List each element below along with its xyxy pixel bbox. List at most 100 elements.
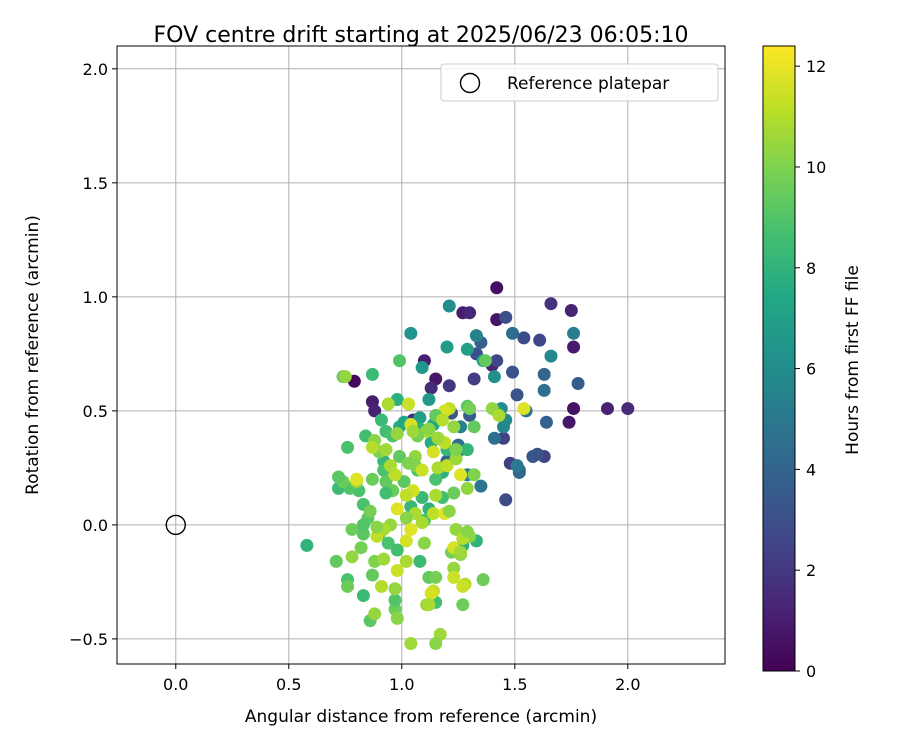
scatter-point [449, 443, 463, 457]
y-tick-label: 0.5 [83, 402, 108, 421]
scatter-point [424, 586, 438, 600]
colorbar-tick-label: 0 [806, 662, 816, 681]
scatter-point [510, 388, 524, 402]
colorbar-ticks: 0 2 4 6 8 10 12 [795, 57, 826, 681]
scatter-point [390, 543, 404, 557]
scatter-point [345, 522, 359, 536]
scatter-point [390, 427, 404, 441]
colorbar-tick-label: 2 [806, 561, 816, 580]
y-tick-label: 1.5 [83, 174, 108, 193]
scatter-point [388, 582, 402, 596]
scatter-point [397, 475, 411, 489]
scatter-point [429, 570, 443, 584]
scatter-point [429, 636, 443, 650]
scatter-point [463, 306, 477, 320]
scatter-point [467, 372, 481, 386]
scatter-point [474, 479, 488, 493]
scatter-point [435, 413, 449, 427]
scatter-point [506, 326, 520, 340]
scatter-point [517, 402, 531, 416]
scatter-point [379, 486, 393, 500]
scatter-point [506, 365, 520, 379]
scatter-point [365, 472, 379, 486]
scatter-point [460, 481, 474, 495]
y-axis-ticks: −0.5 0.0 0.5 1.0 1.5 2.0 [69, 60, 117, 649]
scatter-point [345, 550, 359, 564]
scatter-point [365, 568, 379, 582]
scatter-point [399, 511, 413, 525]
scatter-point [533, 333, 547, 347]
scatter-point [404, 326, 418, 340]
scatter-point [429, 472, 443, 486]
scatter-point [379, 475, 393, 489]
colorbar [762, 45, 796, 672]
y-tick-label: 2.0 [83, 60, 108, 79]
scatter-point [460, 525, 474, 539]
scatter-point [415, 361, 429, 375]
scatter-point [456, 598, 470, 612]
scatter-point [354, 541, 368, 555]
scatter-point [363, 504, 377, 518]
scatter-point [567, 402, 581, 416]
scatter-point [332, 470, 346, 484]
scatter-point [381, 397, 395, 411]
scatter-point [454, 468, 468, 482]
scatter-point [402, 397, 416, 411]
scatter-point [440, 340, 454, 354]
scatter-point [442, 504, 456, 518]
scatter-point [447, 561, 461, 575]
scatter-point [562, 415, 576, 429]
scatter-point [341, 440, 355, 454]
scatter-point [490, 281, 504, 295]
scatter-point [399, 554, 413, 568]
scatter-point [399, 488, 413, 502]
scatter-point [567, 326, 581, 340]
scatter-point [338, 370, 352, 384]
scatter-point [377, 552, 391, 566]
scatter-point [467, 420, 481, 434]
scatter-point [300, 538, 314, 552]
scatter-point [422, 598, 436, 612]
scatter-point [447, 486, 461, 500]
scatter-point [487, 431, 501, 445]
legend-label: Reference platepar [507, 74, 669, 94]
scatter-point [476, 573, 490, 587]
scatter-point [329, 554, 343, 568]
scatter-point [402, 456, 416, 470]
scatter-point [460, 342, 474, 356]
scatter-point [490, 354, 504, 368]
colorbar-tick-label: 8 [806, 259, 816, 278]
y-tick-label: −0.5 [69, 630, 108, 649]
scatter-point [442, 299, 456, 313]
legend-marker-circle [459, 72, 481, 94]
x-tick-label: 0.5 [276, 675, 301, 694]
scatter-point [356, 589, 370, 603]
scatter-point [413, 554, 427, 568]
scatter-point [374, 579, 388, 593]
scatter-point [381, 536, 395, 550]
scatter-point [537, 383, 551, 397]
x-tick-label: 1.0 [389, 675, 414, 694]
scatter-point [447, 570, 461, 584]
scatter-point [368, 607, 382, 621]
grid-lines [117, 46, 725, 664]
scatter-point [456, 579, 470, 593]
scatter-point [530, 447, 544, 461]
scatter-point [374, 413, 388, 427]
scatter-point [356, 518, 370, 532]
scatter-point [431, 431, 445, 445]
scatter-point [496, 431, 510, 445]
reference-platepar-marker [165, 514, 186, 536]
scatter-point [429, 488, 443, 502]
scatter-point [417, 536, 431, 550]
x-tick-label: 1.5 [502, 675, 527, 694]
y-tick-label: 0.0 [83, 516, 108, 535]
scatter-point [406, 424, 420, 438]
chart-title: FOV centre drift starting at 2025/06/23 … [154, 23, 689, 48]
x-axis-label: Angular distance from reference (arcmin) [245, 707, 597, 727]
colorbar-tick-label: 10 [806, 158, 826, 177]
scatter-point [447, 420, 461, 434]
scatter-point [390, 611, 404, 625]
colorbar-tick-label: 4 [806, 460, 816, 479]
